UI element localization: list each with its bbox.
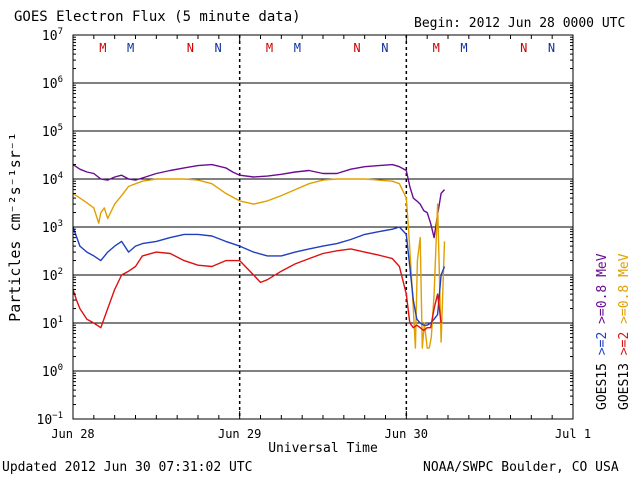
marker-n: N xyxy=(520,41,527,55)
y-tick-label: 10−1 xyxy=(37,411,64,428)
y-tick-exponent: 4 xyxy=(58,171,63,181)
legend-ge2: >=2 xyxy=(595,324,610,355)
marker-n: N xyxy=(353,41,360,55)
series-line-3 xyxy=(72,248,442,332)
y-tick-exponent: 3 xyxy=(58,219,63,229)
series-line-1 xyxy=(72,178,446,349)
x-axis-ticks: Jun 28 Jun 29 Jun 30 Jul 1 xyxy=(51,35,591,441)
legend-ge2: >=2 xyxy=(617,324,632,355)
legend-sat-name: GOES13 xyxy=(617,355,632,410)
y-tick-label: 100 xyxy=(42,363,63,380)
legend-goes13: GOES13 >=2 >=0.8 MeV xyxy=(617,253,632,410)
marker-m: M xyxy=(460,41,467,55)
marker-m: M xyxy=(127,41,134,55)
x-tick-label: Jun 30 xyxy=(385,427,428,441)
credit-line: NOAA/SWPC Boulder, CO USA xyxy=(423,460,619,475)
series-line-0 xyxy=(72,163,446,239)
y-tick-label: 107 xyxy=(42,27,63,44)
marker-m: M xyxy=(99,41,106,55)
y-tick-exponent: 5 xyxy=(58,123,63,133)
y-tick-exponent: 6 xyxy=(58,75,63,85)
updated-timestamp: Updated 2012 Jun 30 07:31:02 UTC xyxy=(2,460,253,475)
chart-title: GOES Electron Flux (5 minute data) xyxy=(14,9,301,25)
y-tick-exponent: 2 xyxy=(58,267,63,277)
legend-ge08: >=0.8 MeV xyxy=(617,253,632,324)
legend-sat-name: GOES15 xyxy=(595,355,610,410)
marker-n: N xyxy=(381,41,388,55)
y-tick-label: 105 xyxy=(42,123,63,140)
marker-n: N xyxy=(215,41,222,55)
legend-ge08: >=0.8 MeV xyxy=(595,253,610,324)
legend-goes15: GOES15 >=2 >=0.8 MeV xyxy=(595,253,610,410)
y-tick-exponent: −1 xyxy=(52,411,63,421)
y-tick-exponent: 0 xyxy=(58,363,63,373)
marker-n: N xyxy=(548,41,555,55)
y-tick-exponent: 7 xyxy=(58,27,63,37)
x-axis-label: Universal Time xyxy=(268,441,378,456)
series-line-2 xyxy=(72,226,446,326)
marker-m: M xyxy=(433,41,440,55)
marker-m: M xyxy=(266,41,273,55)
marker-m: M xyxy=(294,41,301,55)
y-tick-label: 104 xyxy=(42,171,63,188)
series-lines xyxy=(72,163,446,349)
marker-n: N xyxy=(187,41,194,55)
y-axis-label: Particles cm⁻²s⁻¹sr⁻¹ xyxy=(6,132,24,322)
y-tick-exponent: 1 xyxy=(58,315,63,325)
x-tick-label: Jul 1 xyxy=(555,427,591,441)
x-tick-label: Jun 28 xyxy=(51,427,94,441)
y-tick-label: 106 xyxy=(42,75,63,92)
y-tick-label: 103 xyxy=(42,219,63,236)
begin-time: Begin: 2012 Jun 28 0000 UTC xyxy=(414,16,626,31)
y-tick-label: 101 xyxy=(42,315,63,332)
x-tick-label: Jun 29 xyxy=(218,427,261,441)
y-tick-label: 102 xyxy=(42,267,63,284)
grid-lines xyxy=(73,35,573,419)
